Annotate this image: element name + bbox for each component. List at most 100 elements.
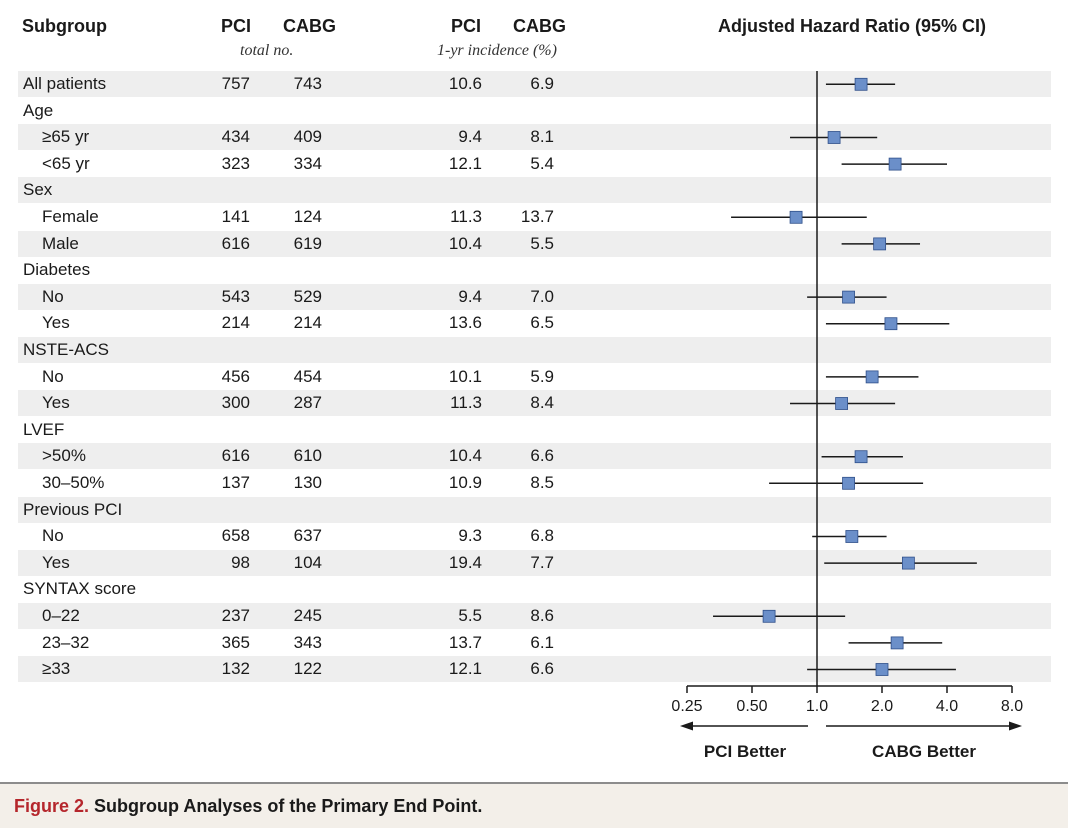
- pci-n-value: 616: [221, 446, 250, 466]
- table-row: 30–50% 137 130 10.9 8.5: [18, 470, 1051, 496]
- table-row: Male 616 619 10.4 5.5: [18, 230, 1051, 257]
- pci-i-value: 10.6: [448, 74, 482, 93]
- pci-n-value: 132: [221, 659, 250, 679]
- caption-bar: Figure 2. Subgroup Analyses of the Prima…: [0, 782, 1068, 828]
- group-header-row: Previous PCI: [18, 496, 1051, 523]
- table-row: Yes 214 214 13.6 6.5: [18, 310, 1051, 336]
- subgroup-label: Age: [23, 100, 54, 120]
- table-row: ≥65 yr 434 409 9.4 8.1: [18, 124, 1051, 151]
- table-row: Female 141 124 11.3 13.7: [18, 204, 1051, 230]
- pci-n-value: 456: [221, 366, 250, 386]
- pci-i-value: 10.4: [448, 446, 482, 466]
- x-tick-label: 0.25: [671, 698, 702, 715]
- cabg-n-value: 104: [293, 552, 322, 572]
- x-tick-label: 0.50: [736, 698, 767, 715]
- pci-n-value: 365: [221, 632, 250, 652]
- hazard-ratio-marker: [835, 397, 849, 410]
- cabg-i-value: 5.9: [530, 366, 554, 386]
- subgroup-label: ≥33: [42, 659, 71, 679]
- cabg-i-value: 6.5: [530, 313, 554, 333]
- table-row: <65 yr 323 334 12.1 5.4: [18, 151, 1051, 177]
- pci-i-value: 9.4: [458, 127, 482, 147]
- pci-n-value: 616: [221, 233, 250, 253]
- cabg-i-value: 6.6: [530, 659, 554, 679]
- pci-i-value: 11.3: [450, 207, 482, 226]
- pci-i-value: 19.4: [448, 552, 482, 572]
- header-cabg-count: CABG: [283, 16, 336, 36]
- cabg-i-value: 6.9: [530, 74, 554, 93]
- cabg-i-value: 8.5: [530, 473, 554, 492]
- pci-better-arrowhead: [680, 721, 693, 731]
- x-tick-label: 8.0: [1001, 698, 1023, 715]
- subgroup-label: Diabetes: [23, 260, 91, 280]
- subgroup-label: No: [42, 526, 64, 546]
- header-total-no: total no.: [240, 42, 294, 59]
- cabg-n-value: 214: [293, 313, 322, 333]
- subgroup-label: No: [42, 286, 64, 306]
- cabg-better-label: CABG Better: [872, 742, 976, 761]
- pci-i-value: 13.7: [448, 632, 482, 652]
- cabg-n-value: 124: [293, 207, 322, 226]
- hazard-ratio-marker: [901, 556, 915, 570]
- pci-i-value: 9.3: [458, 526, 482, 546]
- figure-caption-text: Subgroup Analyses of the Primary End Poi…: [89, 796, 483, 816]
- header-pci-count: PCI: [221, 16, 252, 36]
- table-row: 23–32 365 343 13.7 6.1: [18, 630, 1051, 656]
- group-header-row: SYNTAX score: [18, 576, 1051, 602]
- pci-n-value: 141: [221, 207, 250, 226]
- table-row: No 456 454 10.1 5.9: [18, 364, 1051, 390]
- hazard-ratio-marker: [845, 530, 859, 543]
- hazard-ratio-marker: [762, 609, 776, 623]
- pci-n-value: 543: [221, 286, 250, 306]
- pci-i-value: 9.4: [458, 286, 482, 306]
- pci-better-label: PCI Better: [704, 742, 787, 761]
- cabg-i-value: 13.7: [520, 207, 554, 226]
- cabg-n-value: 130: [293, 473, 322, 492]
- pci-n-value: 658: [221, 526, 250, 546]
- subgroup-label: LVEF: [23, 419, 65, 439]
- hazard-ratio-marker: [884, 317, 898, 331]
- group-header-row: All patients 757 743 10.6 6.9: [18, 71, 1051, 97]
- x-tick-label: 2.0: [871, 698, 893, 715]
- subgroup-label: Yes: [42, 552, 70, 572]
- subgroup-label: >50%: [42, 446, 86, 466]
- subgroup-label: All patients: [23, 74, 107, 93]
- hazard-ratio-marker: [865, 370, 879, 384]
- cabg-i-value: 8.1: [530, 127, 554, 147]
- subgroup-label: ≥65 yr: [42, 127, 90, 147]
- hazard-ratio-marker: [827, 131, 841, 144]
- group-header-row: NSTE-ACS: [18, 337, 1051, 363]
- subgroup-label: Yes: [42, 313, 70, 333]
- subgroup-label: Sex: [23, 180, 53, 200]
- pci-n-value: 237: [221, 606, 250, 625]
- cabg-n-value: 619: [293, 233, 322, 253]
- subgroup-label: NSTE-ACS: [23, 340, 109, 359]
- cabg-n-value: 334: [293, 153, 322, 173]
- header-incidence-unit: 1-yr incidence (%): [437, 42, 557, 59]
- group-header-row: LVEF: [18, 417, 1051, 443]
- pci-i-value: 13.6: [448, 313, 482, 333]
- subgroup-label: Yes: [42, 393, 70, 413]
- subgroup-label: No: [42, 366, 64, 386]
- table-row: 0–22 237 245 5.5 8.6: [18, 603, 1051, 629]
- figure-number: Figure 2.: [14, 796, 90, 816]
- pci-n-value: 214: [221, 313, 250, 333]
- cabg-i-value: 5.5: [530, 233, 554, 253]
- pci-i-value: 10.4: [448, 233, 482, 253]
- pci-n-value: 300: [221, 393, 250, 413]
- cabg-i-value: 6.8: [530, 526, 554, 546]
- hazard-ratio-marker: [789, 210, 803, 224]
- cabg-i-value: 6.1: [530, 632, 554, 652]
- subgroup-label: 30–50%: [42, 473, 105, 492]
- group-header-row: Diabetes: [18, 257, 1051, 283]
- pci-i-value: 12.1: [448, 153, 482, 173]
- hazard-ratio-marker: [842, 476, 855, 490]
- cabg-n-value: 454: [293, 366, 322, 386]
- group-header-row: Sex: [18, 177, 1051, 204]
- hazard-ratio-marker: [873, 237, 887, 251]
- cabg-i-value: 8.6: [530, 606, 554, 625]
- hazard-ratio-marker: [888, 157, 902, 171]
- cabg-n-value: 409: [293, 127, 322, 147]
- subgroup-label: <65 yr: [42, 153, 90, 173]
- subgroup-label: Female: [42, 207, 99, 226]
